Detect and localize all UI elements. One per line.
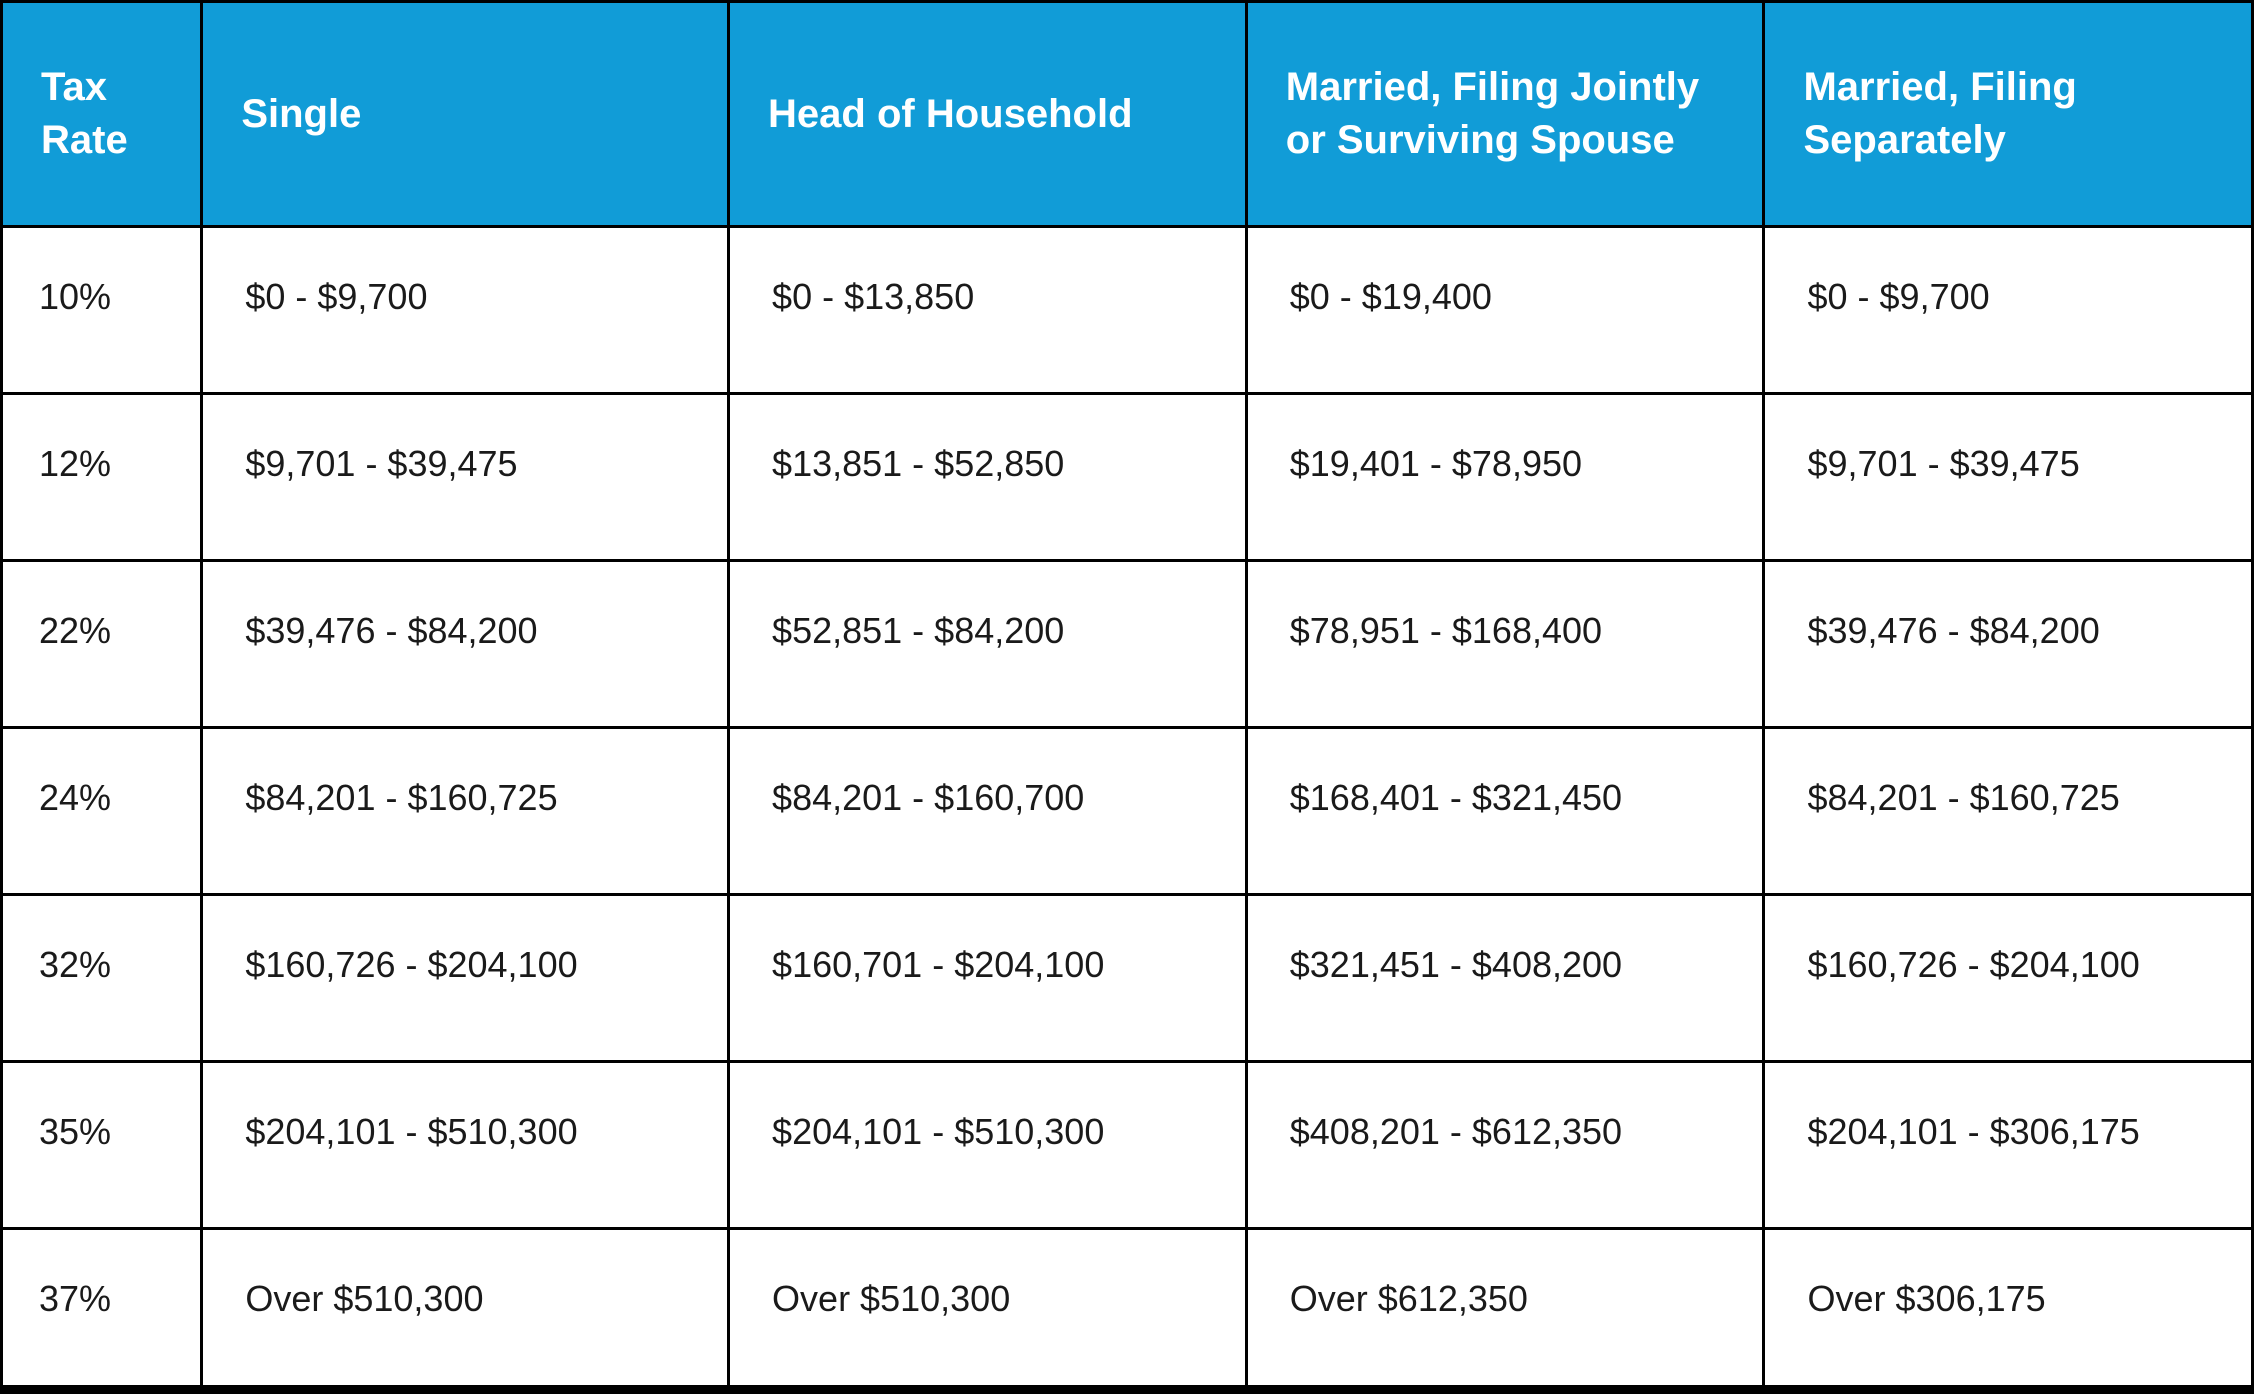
table-row: 32% $160,726 - $204,100 $160,701 - $204,…: [0, 893, 2254, 1063]
cell-married-jointly: $168,401 - $321,450: [1244, 726, 1766, 896]
header-cell-married-jointly: Married, Filing Jointly or Surviving Spo…: [1244, 0, 1766, 228]
cell-rate: 37%: [0, 1227, 204, 1391]
table-row: 12% $9,701 - $39,475 $13,851 - $52,850 $…: [0, 392, 2254, 562]
cell-single: $39,476 - $84,200: [200, 559, 731, 729]
cell-married-jointly: $78,951 - $168,400: [1244, 559, 1766, 729]
cell-rate: 32%: [0, 893, 204, 1063]
header-cell-head-of-household: Head of Household: [727, 0, 1248, 228]
table-row: 35% $204,101 - $510,300 $204,101 - $510,…: [0, 1060, 2254, 1230]
cell-rate: 35%: [0, 1060, 204, 1230]
cell-rate: 24%: [0, 726, 204, 896]
cell-married-separately: $84,201 - $160,725: [1762, 726, 2254, 896]
cell-married-separately: $39,476 - $84,200: [1762, 559, 2254, 729]
table-row: 10% $0 - $9,700 $0 - $13,850 $0 - $19,40…: [0, 225, 2254, 395]
cell-head-of-household: $204,101 - $510,300: [727, 1060, 1248, 1230]
cell-married-separately: $0 - $9,700: [1762, 225, 2254, 395]
header-cell-married-separately: Married, Filing Separately: [1762, 0, 2254, 228]
cell-rate: 22%: [0, 559, 204, 729]
cell-married-separately: $204,101 - $306,175: [1762, 1060, 2254, 1230]
header-cell-tax-rate: Tax Rate: [0, 0, 204, 228]
cell-single: Over $510,300: [200, 1227, 731, 1391]
cell-married-jointly: $408,201 - $612,350: [1244, 1060, 1766, 1230]
cell-married-separately: Over $306,175: [1762, 1227, 2254, 1391]
cell-married-jointly: $321,451 - $408,200: [1244, 893, 1766, 1063]
cell-married-jointly: $0 - $19,400: [1244, 225, 1766, 395]
cell-rate: 10%: [0, 225, 204, 395]
cell-head-of-household: $84,201 - $160,700: [727, 726, 1248, 896]
table-row: 37% Over $510,300 Over $510,300 Over $61…: [0, 1227, 2254, 1391]
cell-single: $9,701 - $39,475: [200, 392, 731, 562]
cell-single: $160,726 - $204,100: [200, 893, 731, 1063]
cell-single: $84,201 - $160,725: [200, 726, 731, 896]
table-row: 24% $84,201 - $160,725 $84,201 - $160,70…: [0, 726, 2254, 896]
header-row: Tax Rate Single Head of Household Marrie…: [0, 0, 2254, 228]
table-row: 22% $39,476 - $84,200 $52,851 - $84,200 …: [0, 559, 2254, 729]
header-cell-single: Single: [200, 0, 731, 228]
cell-head-of-household: Over $510,300: [727, 1227, 1248, 1391]
cell-married-separately: $160,726 - $204,100: [1762, 893, 2254, 1063]
cell-married-jointly: $19,401 - $78,950: [1244, 392, 1766, 562]
cell-rate: 12%: [0, 392, 204, 562]
cell-head-of-household: $160,701 - $204,100: [727, 893, 1248, 1063]
cell-married-jointly: Over $612,350: [1244, 1227, 1766, 1391]
cell-head-of-household: $0 - $13,850: [727, 225, 1248, 395]
cell-single: $204,101 - $510,300: [200, 1060, 731, 1230]
cell-married-separately: $9,701 - $39,475: [1762, 392, 2254, 562]
cell-head-of-household: $13,851 - $52,850: [727, 392, 1248, 562]
cell-single: $0 - $9,700: [200, 225, 731, 395]
cell-head-of-household: $52,851 - $84,200: [727, 559, 1248, 729]
